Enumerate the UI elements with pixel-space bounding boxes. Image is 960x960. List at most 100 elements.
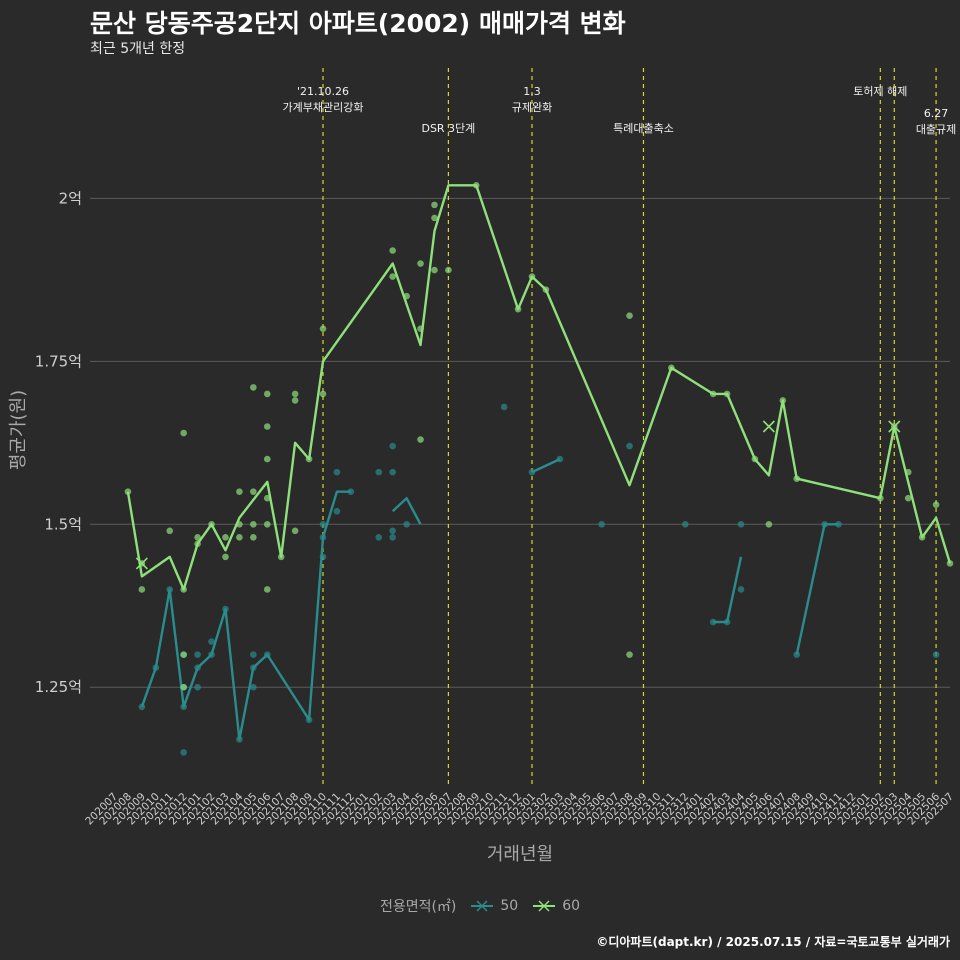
data-point-60 (194, 540, 201, 548)
data-point-60 (138, 586, 146, 593)
data-point-50 (500, 403, 508, 411)
event-label: 가계부채관리강화 (283, 101, 364, 114)
data-point-60 (445, 266, 452, 274)
data-point-60 (236, 534, 243, 541)
data-point-50 (319, 534, 327, 541)
axis-layer: 1.25억1.5억1.75억2억202007202008202009202010… (8, 189, 956, 865)
data-point-60 (250, 384, 257, 391)
series-line-60 (126, 184, 952, 591)
data-point-50 (180, 749, 187, 756)
data-point-60 (723, 390, 731, 398)
source-caption: ©디아파트(dapt.kr) / 2025.07.15 / 자료=국토교통부 실… (596, 935, 950, 949)
data-point-60 (417, 325, 424, 333)
data-point-50 (305, 716, 313, 724)
legend: 전용면적(㎡) 50 60 (0, 896, 960, 916)
data-point-50 (180, 703, 187, 711)
event-label: 특례대출축소 (613, 122, 674, 135)
event-label: DSR 3단계 (421, 122, 475, 135)
data-point-50 (737, 586, 745, 593)
data-point-60 (431, 201, 438, 209)
data-point-60 (542, 286, 550, 293)
y-tick-label: 1.75억 (35, 352, 82, 370)
data-point-60 (946, 560, 954, 567)
data-point-60 (263, 520, 271, 528)
data-point-50 (389, 534, 396, 541)
data-point-50 (709, 618, 717, 626)
data-point-60 (904, 494, 912, 502)
data-point-50 (222, 605, 229, 613)
series-60 (124, 182, 954, 691)
data-point-60 (751, 455, 759, 463)
y-tick-label: 1.25억 (35, 678, 82, 696)
y-tick-label: 2억 (59, 189, 82, 207)
data-point-50 (375, 468, 383, 476)
legend-key-60 (533, 900, 556, 912)
data-point-50 (208, 638, 215, 645)
legend-item-60: 60 (532, 898, 580, 914)
data-point-50 (194, 683, 201, 691)
data-point-60 (166, 527, 174, 535)
data-point-60 (250, 534, 257, 541)
data-point-60 (319, 390, 327, 398)
series-line-50 (713, 556, 743, 624)
data-point-50 (319, 553, 327, 561)
data-point-60 (291, 527, 299, 535)
data-point-60 (765, 520, 773, 528)
data-point-50 (250, 683, 257, 691)
data-point-60 (263, 586, 271, 593)
legend-key-50 (471, 900, 494, 912)
data-point-50 (626, 442, 633, 450)
legend-label-60: 60 (562, 898, 581, 914)
x-marker-60 (888, 420, 901, 433)
legend-item-50: 50 (470, 898, 518, 914)
data-point-50 (932, 651, 940, 658)
data-point-60 (793, 475, 801, 482)
data-point-60 (291, 397, 299, 404)
data-point-60 (263, 455, 271, 463)
data-point-60 (431, 266, 438, 274)
data-point-60 (514, 305, 522, 313)
data-point-50 (556, 455, 564, 463)
data-point-50 (389, 527, 396, 535)
data-point-50 (250, 664, 257, 671)
data-point-60 (208, 520, 215, 528)
series-line-50 (531, 458, 561, 474)
data-point-60 (668, 364, 675, 372)
data-point-60 (250, 520, 257, 528)
data-point-60 (250, 488, 257, 495)
data-point-50 (737, 520, 745, 528)
data-point-60 (194, 534, 201, 541)
chart-subtitle: 최근 5개년 한정 (90, 41, 186, 57)
data-point-60 (626, 651, 633, 658)
data-point-50 (194, 651, 201, 658)
data-point-60 (180, 651, 187, 658)
data-point-60 (180, 683, 187, 691)
data-point-50 (138, 703, 146, 711)
data-point-50 (793, 651, 801, 658)
grid-layer (90, 197, 950, 688)
data-point-50 (403, 520, 410, 528)
data-point-60 (263, 423, 271, 430)
data-point-50 (333, 507, 341, 515)
data-point-60 (124, 488, 132, 495)
data-point-60 (305, 455, 313, 463)
data-point-60 (417, 436, 424, 443)
data-point-60 (319, 325, 327, 333)
legend-label-50: 50 (500, 898, 519, 914)
data-point-60 (180, 586, 187, 593)
event-label: 대출규제 (916, 123, 956, 136)
data-point-60 (222, 553, 229, 561)
chart-title: 문산 당동주공2단지 아파트(2002) 매매가격 변화 (90, 9, 626, 38)
data-point-50 (166, 586, 174, 593)
y-axis-title: 평균가(원) (8, 390, 29, 470)
data-point-50 (194, 664, 201, 671)
data-point-50 (723, 618, 731, 626)
data-point-60 (417, 260, 424, 267)
data-point-50 (375, 534, 383, 541)
data-point-50 (681, 520, 689, 528)
data-point-60 (389, 247, 396, 254)
data-point-50 (598, 520, 605, 528)
event-label: 토허제 해제 (853, 84, 907, 98)
